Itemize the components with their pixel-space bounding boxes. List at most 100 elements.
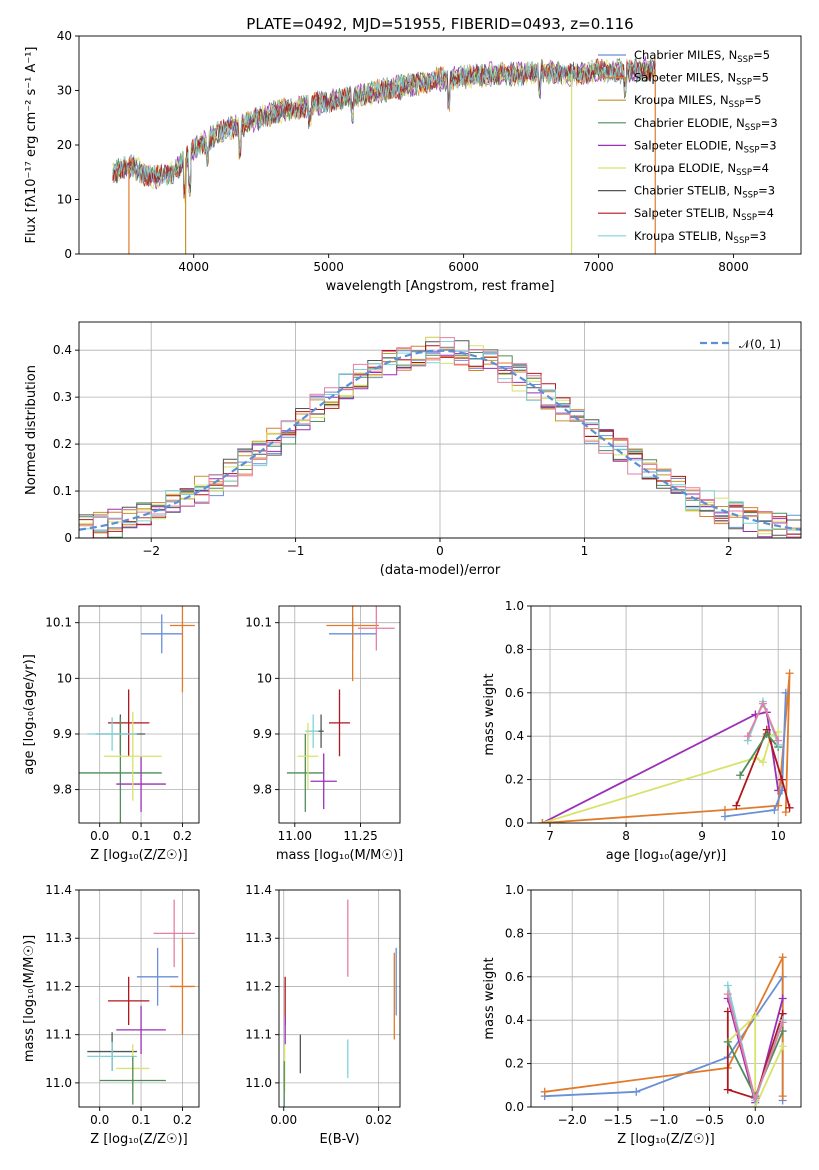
y-tick-label: 11.3	[245, 931, 272, 945]
weight-marker	[743, 732, 752, 741]
x-tick-label: −1.5	[603, 1113, 632, 1127]
y-tick-label: 10	[57, 671, 72, 685]
y-tick-label: 1.0	[505, 599, 524, 613]
weight-marker	[723, 1085, 732, 1094]
weight-marker	[777, 775, 786, 784]
weight-vs-age-plot-area	[538, 669, 794, 823]
legend-label: Salpeter STELIB, NSSP=4	[634, 206, 774, 223]
x-tick-label: 5000	[313, 260, 344, 274]
residuals-plot-area	[79, 336, 801, 538]
y-tick-label: 1.0	[505, 883, 524, 897]
x-tick-label: −1.0	[649, 1113, 678, 1127]
y-tick-label: 0.8	[505, 642, 524, 656]
y-tick-label: 0.8	[505, 926, 524, 940]
weight-marker	[538, 819, 547, 823]
y-tick-label: 9.9	[253, 727, 272, 741]
x-tick-label: 10	[771, 829, 786, 843]
y-tick-label: 0.4	[505, 1013, 524, 1027]
weight-marker	[781, 688, 790, 697]
errorbar-point	[107, 976, 150, 1026]
x-tick-label: 8	[622, 829, 630, 843]
age-vs-z-chart: 0.0 0.1 0.2 9.8 9.9 10 10.1 Z [log₁₀(Z/Z☉)] age …	[22, 605, 200, 863]
spectrum-chart: 4000 5000 6000 7000 8000 0 10 20 30 40 wavelength …	[24, 29, 802, 294]
x-axis-label: age [log₁₀(age/yr)]	[606, 848, 727, 863]
residuals-chart: −2 −1 0 1 2 0 0.1 0.2 0.3 0.4 (data-model)/error No…	[24, 321, 802, 578]
errorbar-point	[136, 947, 179, 1006]
spectrum-line	[112, 59, 656, 187]
weight-series-line	[735, 726, 791, 809]
y-tick-label: 0	[64, 531, 72, 545]
x-tick-label: 9	[698, 829, 706, 843]
y-axis-label: mass weight	[482, 673, 497, 755]
x-axis-label: (data-model)/error	[380, 563, 501, 578]
weight-series-line	[541, 711, 780, 823]
errorbar-point	[79, 717, 162, 823]
age-vs-z-plot-area	[79, 606, 195, 823]
y-tick-label: 30	[57, 84, 72, 98]
y-tick-label: 0	[64, 247, 72, 261]
legend-label: 𝒩(0, 1)	[739, 337, 781, 351]
mass-vs-ebv-plot-area	[283, 899, 397, 1107]
y-axis-label: mass weight	[482, 957, 497, 1039]
y-tick-label: 11.3	[45, 931, 72, 945]
errorbar-point	[170, 606, 195, 693]
y-tick-label: 0.1	[53, 484, 72, 498]
x-axis-label: Z [log₁₀(Z/Z☉)]	[90, 848, 187, 863]
weight-marker	[723, 990, 732, 999]
y-tick-label: 11.1	[245, 1028, 272, 1042]
y-tick-label: 0.2	[53, 437, 72, 451]
weight-marker	[732, 801, 741, 810]
x-tick-label: −0.5	[695, 1113, 724, 1127]
weight-marker	[632, 1087, 641, 1096]
y-tick-label: 11.4	[245, 883, 272, 897]
spectrum-plot-area	[112, 55, 656, 254]
weight-marker	[751, 1094, 760, 1103]
y-tick-label: 0.3	[53, 390, 72, 404]
x-tick-label: −2.0	[558, 1113, 587, 1127]
weight-marker	[778, 1092, 787, 1101]
x-tick-label: 0.2	[173, 1113, 192, 1127]
x-tick-label: 0.2	[173, 829, 192, 843]
weight-vs-age-chart: 7 8 9 10 0.0 0.2 0.4 0.6 0.8 1.0 age [log₁₀(age/yr…	[482, 599, 802, 863]
errorbar-point	[297, 722, 319, 790]
y-tick-label: 10	[57, 193, 72, 207]
x-tick-label: 1	[581, 544, 589, 558]
x-tick-label: 0	[436, 544, 444, 558]
x-tick-label: −1	[287, 544, 305, 558]
weight-marker	[785, 669, 794, 678]
weight-marker	[751, 1011, 760, 1020]
x-tick-label: 7000	[583, 260, 614, 274]
x-tick-label: 4000	[178, 260, 209, 274]
weight-marker	[781, 808, 790, 817]
errorbar-point	[116, 756, 166, 812]
weight-series-line	[724, 692, 787, 818]
normal-curve	[79, 349, 801, 531]
errorbar-point	[141, 614, 183, 654]
weight-marker	[758, 699, 767, 708]
y-tick-label: 10.1	[45, 616, 72, 630]
y-tick-label: 11.0	[45, 1076, 72, 1090]
y-tick-label: 11.0	[245, 1076, 272, 1090]
legend-label: Kroupa MILES, NSSP=5	[634, 93, 761, 110]
y-tick-label: 20	[57, 138, 72, 152]
weight-vs-z-frame	[530, 889, 802, 1108]
legend-label: Kroupa STELIB, NSSP=3	[634, 229, 766, 246]
x-tick-label: 8000	[718, 260, 749, 274]
y-tick-label: 0.2	[505, 1057, 524, 1071]
weight-marker	[785, 803, 794, 812]
y-tick-label: 11.2	[245, 979, 272, 993]
errorbar-point	[153, 899, 195, 968]
x-tick-label: 11.25	[343, 829, 377, 843]
age-vs-mass-chart: 11.00 11.25 9.8 9.9 10 10.1 mass [log₁₀(M/M☉)]	[245, 605, 403, 863]
weight-marker	[778, 1018, 787, 1027]
legend-label: Chabrier ELODIE, NSSP=3	[634, 116, 778, 133]
x-axis-label: Z [log₁₀(Z/Z☉)]	[617, 1132, 714, 1147]
errorbar-point	[326, 606, 379, 682]
weight-series-line	[727, 1013, 784, 1107]
errorbar-point	[357, 606, 395, 651]
x-tick-label: 0.0	[90, 1113, 109, 1127]
y-tick-label: 40	[57, 29, 72, 43]
x-tick-label: 0.1	[132, 1113, 151, 1127]
y-tick-label: 9.8	[53, 783, 72, 797]
y-tick-label: 0.2	[505, 773, 524, 787]
